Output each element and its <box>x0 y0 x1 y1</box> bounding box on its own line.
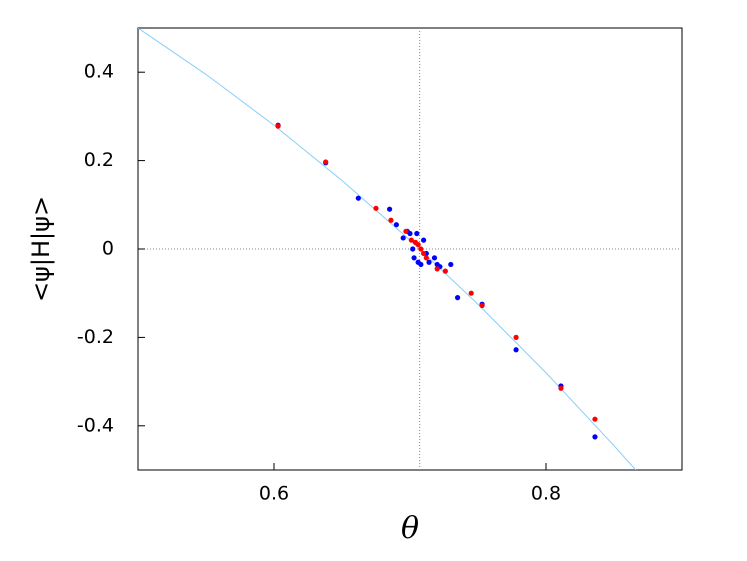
y-tick-label: 0.4 <box>84 61 114 83</box>
point <box>423 255 429 261</box>
point <box>393 222 399 228</box>
point <box>355 195 361 201</box>
y-tick-label: 0.2 <box>84 149 114 171</box>
point <box>558 385 564 391</box>
point <box>400 235 406 241</box>
point <box>408 237 414 243</box>
point <box>418 246 424 252</box>
point <box>434 266 440 272</box>
point <box>442 268 448 274</box>
point <box>513 334 519 340</box>
point <box>592 416 598 422</box>
point <box>455 295 461 301</box>
point <box>387 206 393 212</box>
y-tick-label: 0 <box>102 238 114 260</box>
point <box>479 302 485 309</box>
x-axis-label: θ <box>401 511 419 546</box>
point <box>448 261 454 268</box>
point <box>592 434 598 440</box>
point <box>418 261 424 268</box>
point <box>431 255 438 261</box>
y-tick-label: -0.2 <box>77 326 114 348</box>
point <box>415 241 421 248</box>
point <box>388 217 394 223</box>
point <box>426 259 432 265</box>
point <box>414 230 420 237</box>
point <box>410 246 416 252</box>
point <box>275 123 281 129</box>
point <box>468 290 474 296</box>
x-tick-label: 0.8 <box>531 483 561 505</box>
point <box>411 255 417 261</box>
point <box>323 159 329 165</box>
point <box>421 250 427 257</box>
point <box>421 237 427 243</box>
point <box>403 228 409 234</box>
x-tick-label: 0.6 <box>259 483 289 505</box>
point <box>373 205 379 211</box>
y-tick-label: -0.4 <box>77 414 114 436</box>
point <box>407 230 413 237</box>
y-axis-label: <ψ|H|ψ> <box>27 196 55 302</box>
point <box>513 347 519 353</box>
